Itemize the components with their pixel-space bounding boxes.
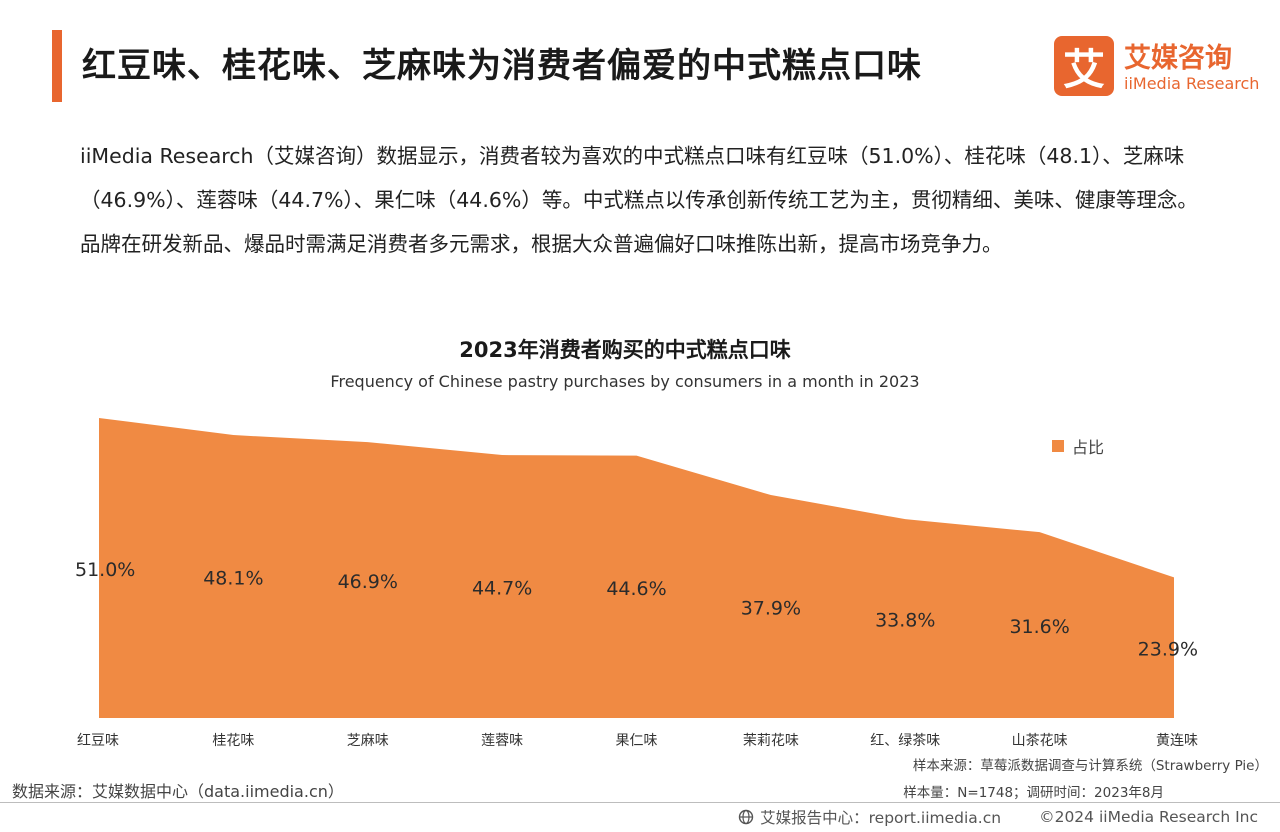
- area-series-占比: [99, 418, 1174, 718]
- intro-paragraph: iiMedia Research（艾媒咨询）数据显示，消费者较为喜欢的中式糕点口…: [80, 144, 1198, 256]
- data-label: 31.6%: [1009, 616, 1069, 638]
- x-tick-label: 果仁味: [616, 733, 658, 749]
- x-tick-label: 红、绿茶味: [870, 733, 940, 749]
- sample-size-note: 样本量：N=1748；调研时间：2023年8月: [903, 785, 1164, 801]
- data-label: 44.6%: [606, 578, 666, 600]
- legend-label: 占比: [1072, 438, 1105, 457]
- brand-logo[interactable]: 艾 艾媒咨询 iiMedia Research: [1054, 36, 1264, 96]
- globe-icon: [738, 809, 754, 825]
- data-label: 46.9%: [338, 571, 398, 593]
- brand-name-cn: 艾媒咨询: [1124, 43, 1232, 74]
- brand-mark-icon: 艾: [1054, 36, 1114, 96]
- x-tick-label: 山茶花味: [1012, 733, 1068, 749]
- x-tick-label: 茉莉花味: [743, 732, 799, 749]
- data-source-note: 数据来源：艾媒数据中心（data.iimedia.cn）: [12, 782, 344, 801]
- x-tick-label: 黄连味: [1156, 732, 1198, 749]
- x-tick-label: 芝麻味: [347, 733, 389, 749]
- title-accent-bar: [52, 30, 62, 102]
- x-tick-label: 莲蓉味: [481, 733, 523, 749]
- report-center-link[interactable]: 艾媒报告中心：report.iimedia.cn: [760, 809, 1002, 827]
- chart-title: 2023年消费者购买的中式糕点口味: [459, 338, 791, 362]
- data-label: 37.9%: [741, 598, 801, 620]
- page-title: 红豆味、桂花味、芝麻味为消费者偏爱的中式糕点口味: [82, 46, 922, 86]
- legend-swatch: [1052, 440, 1064, 452]
- chart-legend[interactable]: 占比: [1052, 434, 1104, 458]
- x-tick-label: 红豆味: [77, 733, 119, 749]
- chart-subtitle: Frequency of Chinese pastry purchases by…: [330, 372, 920, 391]
- brand-name-en: iiMedia Research: [1124, 74, 1260, 93]
- data-label: 51.0%: [75, 559, 135, 581]
- data-label: 48.1%: [203, 568, 263, 590]
- footer-divider: [0, 802, 1280, 803]
- x-tick-label: 桂花味: [212, 733, 254, 749]
- footer: 艾媒报告中心：report.iimedia.cn ©2024 iiMedia R…: [738, 806, 1258, 828]
- copyright-text: ©2024 iiMedia Research Inc: [1039, 808, 1258, 826]
- data-label: 44.7%: [472, 578, 532, 600]
- data-label: 23.9%: [1138, 639, 1198, 661]
- sample-source-note: 样本来源：草莓派数据调查与计算系统（Strawberry Pie）: [912, 758, 1268, 774]
- data-label: 33.8%: [875, 610, 935, 632]
